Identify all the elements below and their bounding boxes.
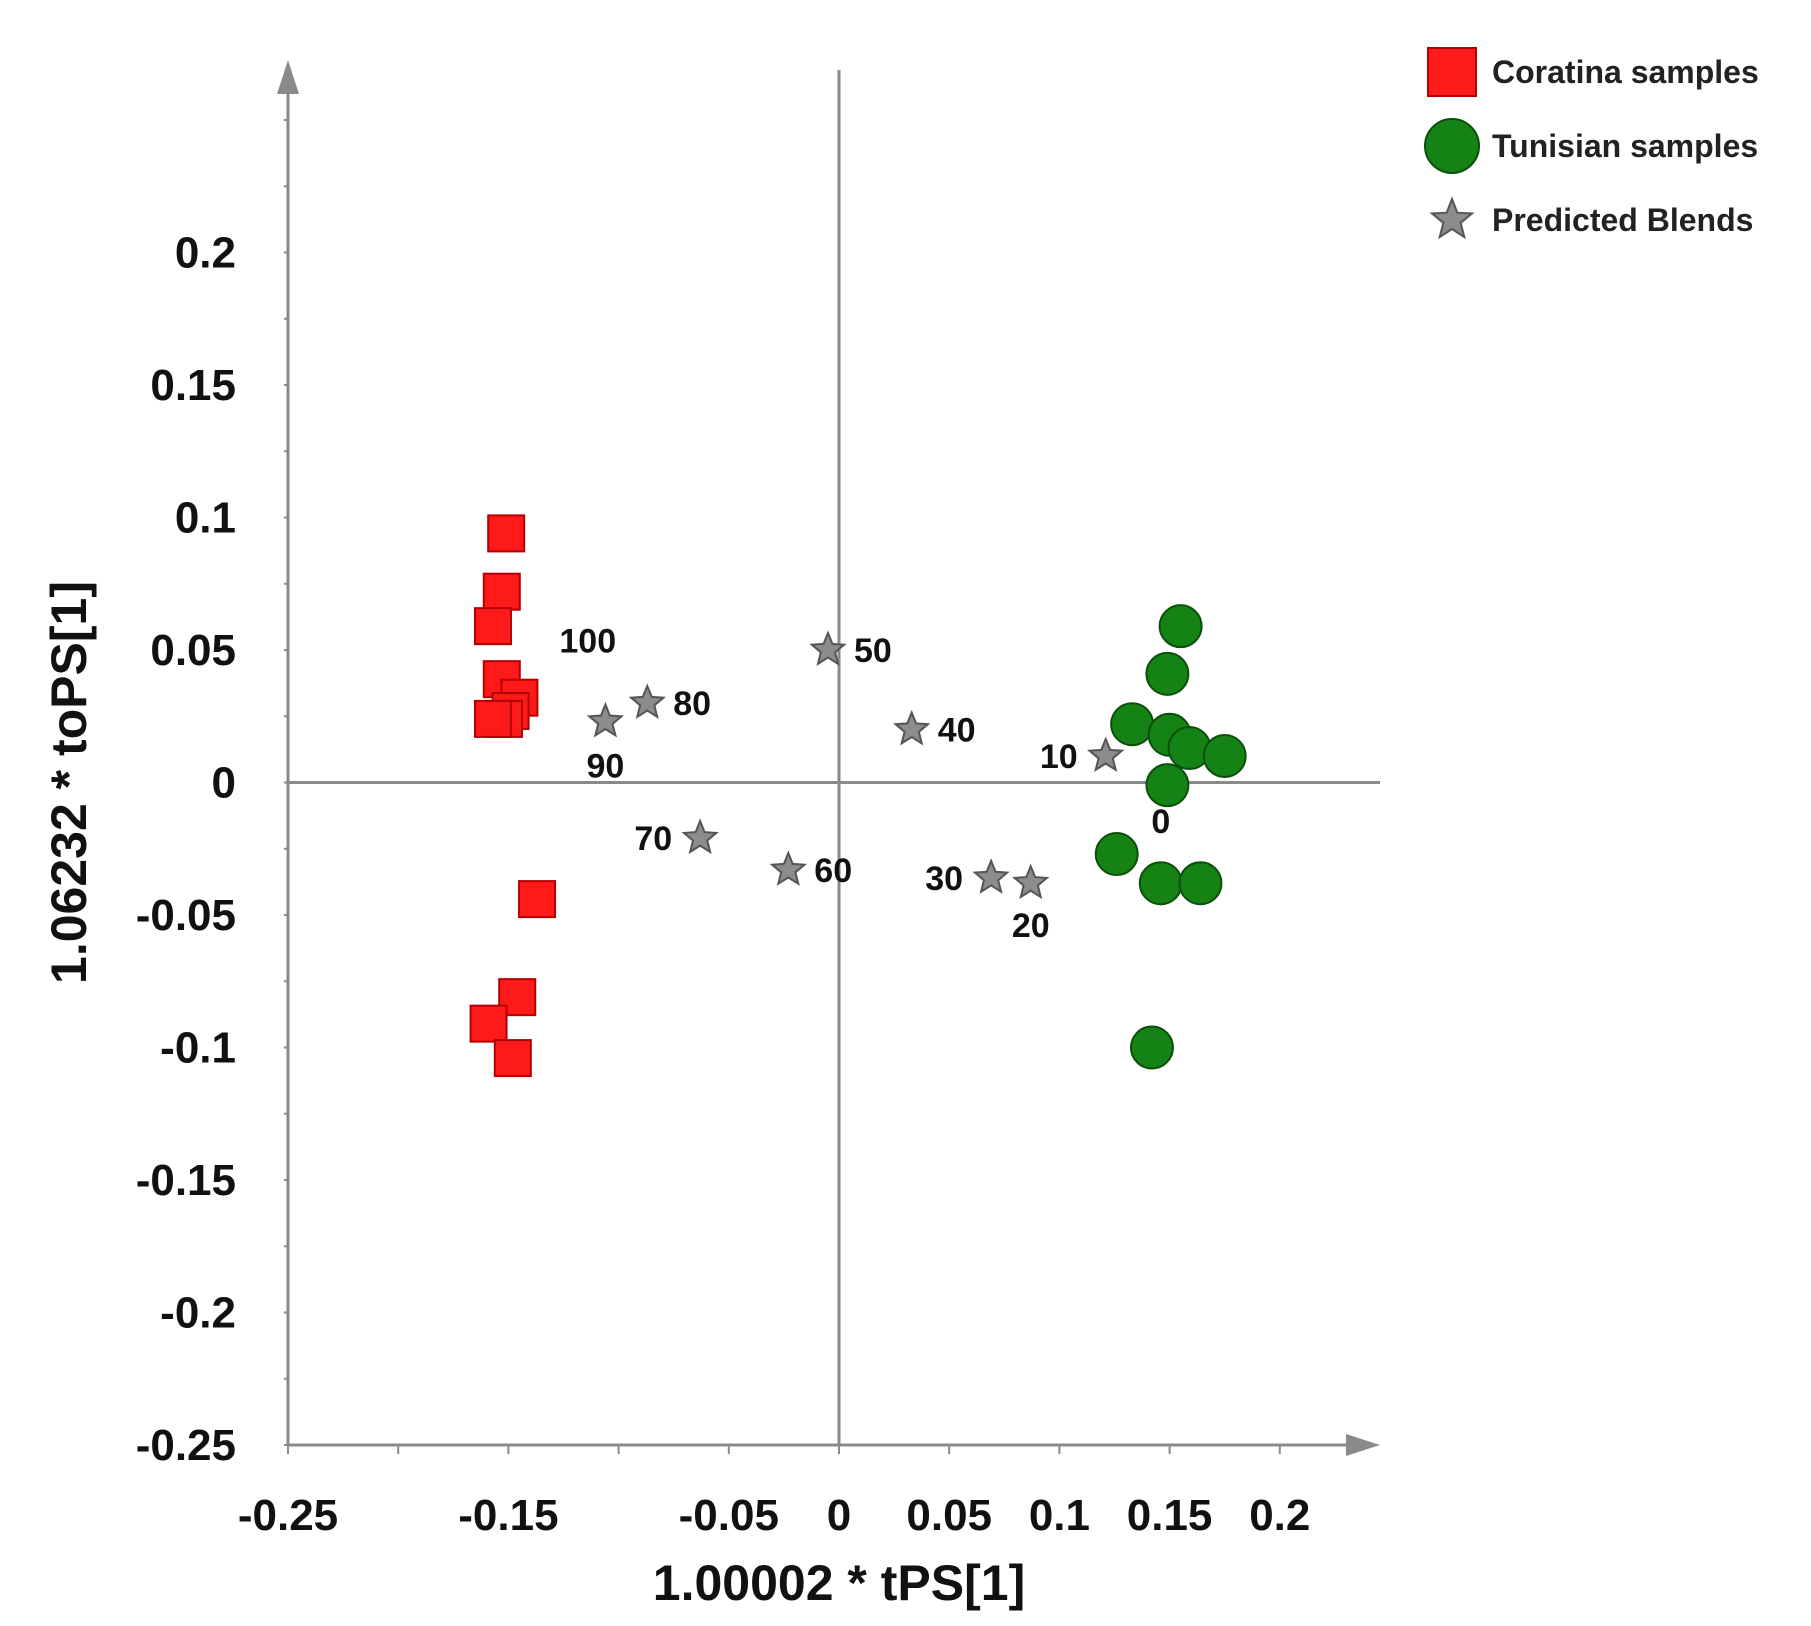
star-marker xyxy=(972,858,1010,894)
y-tick-label: 0.2 xyxy=(175,229,236,278)
circle-marker xyxy=(1129,1025,1174,1070)
y-tick-label: -0.1 xyxy=(160,1024,236,1073)
annotation-label: 100 xyxy=(559,623,616,661)
legend-entry: Coratina samples xyxy=(1427,47,1759,97)
axes xyxy=(277,60,1380,1456)
y-tick-label: -0.05 xyxy=(136,891,236,940)
blend-label: 90 xyxy=(586,748,624,786)
star-marker xyxy=(769,850,808,886)
star-marker xyxy=(628,683,666,719)
y-tick-label: 0 xyxy=(212,759,236,808)
x-tick-label: 0.1 xyxy=(1029,1491,1090,1540)
star-marker xyxy=(1012,863,1050,900)
star-marker xyxy=(1086,736,1125,772)
blend-label: 40 xyxy=(938,712,976,750)
legend-star-icon xyxy=(1429,196,1475,240)
y-tick-label: -0.25 xyxy=(136,1421,236,1470)
square-marker xyxy=(482,572,521,611)
circle-marker xyxy=(1094,832,1139,877)
star-marker xyxy=(893,709,931,746)
circle-marker xyxy=(1110,702,1155,747)
legend-label: Coratina samples xyxy=(1492,54,1759,90)
x-axis-label: 1.00002 * tPS[1] xyxy=(653,1555,1025,1611)
series-coratina-samples xyxy=(469,514,557,1078)
data-markers xyxy=(469,514,1247,1078)
blend-label: 30 xyxy=(925,860,963,898)
series-predicted-blends xyxy=(586,630,1125,900)
legend-label: Predicted Blends xyxy=(1492,202,1753,238)
x-axis-arrow xyxy=(1346,1434,1380,1456)
square-marker xyxy=(498,978,537,1017)
axis-ticks: 0.20.150.10.050-0.05-0.1-0.15-0.2-0.25-0… xyxy=(136,119,1310,1540)
y-tick-label: 0.1 xyxy=(175,494,236,543)
square-marker xyxy=(487,514,526,553)
y-axis-label: 1.06232 * toPS[1] xyxy=(41,581,97,984)
square-marker xyxy=(493,1039,532,1078)
square-marker xyxy=(473,699,512,738)
circle-marker xyxy=(1145,763,1190,808)
legend-label: Tunisian samples xyxy=(1492,128,1758,164)
annotation-label: 0 xyxy=(1151,803,1170,841)
x-tick-label: -0.05 xyxy=(679,1491,779,1540)
star-marker xyxy=(586,701,625,738)
circle-marker xyxy=(1145,651,1190,696)
point-labels: 10 20 30 40 50 60 70 80 90 100 0 xyxy=(559,623,1170,946)
x-tick-label: 0.15 xyxy=(1127,1491,1213,1540)
x-tick-label: -0.25 xyxy=(238,1491,338,1540)
square-marker xyxy=(518,880,557,919)
circle-marker xyxy=(1178,861,1223,906)
star-marker xyxy=(809,630,847,666)
blend-label: 80 xyxy=(673,685,711,723)
blend-label: 70 xyxy=(634,820,672,858)
blend-label: 10 xyxy=(1040,738,1078,776)
blend-label: 60 xyxy=(814,852,852,890)
square-marker xyxy=(469,1004,508,1043)
circle-marker xyxy=(1202,734,1247,778)
legend-square-icon xyxy=(1427,47,1477,97)
circle-marker xyxy=(1138,861,1183,906)
blend-label: 20 xyxy=(1012,907,1050,945)
x-tick-label: 0.05 xyxy=(906,1491,992,1540)
y-tick-label: 0.15 xyxy=(150,361,236,410)
y-tick-label: 0.05 xyxy=(150,626,236,675)
x-tick-label: -0.15 xyxy=(458,1491,558,1540)
y-tick-label: -0.2 xyxy=(160,1289,236,1338)
square-marker xyxy=(473,607,512,646)
x-tick-label: 0.2 xyxy=(1249,1491,1310,1540)
legend-circle-icon xyxy=(1424,118,1480,174)
star-marker xyxy=(681,818,719,855)
y-tick-label: -0.15 xyxy=(136,1156,236,1205)
x-tick-label: 0 xyxy=(827,1491,851,1540)
y-axis-arrow xyxy=(277,60,299,94)
legend-entry: Tunisian samples xyxy=(1424,118,1758,174)
legend: Coratina samples Tunisian samples Predicte… xyxy=(1424,47,1759,240)
blend-label: 50 xyxy=(854,632,892,670)
circle-marker xyxy=(1158,604,1203,649)
series-tunisian-samples xyxy=(1094,604,1247,1070)
legend-entry: Predicted Blends xyxy=(1429,196,1753,240)
